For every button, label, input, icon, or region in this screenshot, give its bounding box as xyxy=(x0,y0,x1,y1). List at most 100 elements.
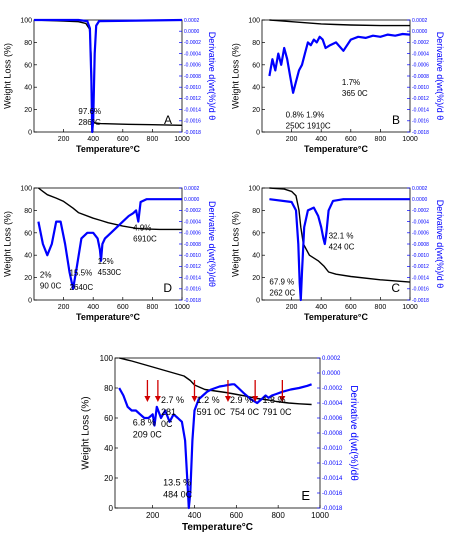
y2-tick-label: -0.0004 xyxy=(184,51,201,57)
y2-tick-label: -0.0014 xyxy=(412,275,429,281)
x-tick-label: 200 xyxy=(58,136,70,143)
y2-tick-label: -0.0010 xyxy=(184,85,201,91)
y2-tick-label: -0.0006 xyxy=(412,231,429,237)
panel-e: 200 400 600 800 1000 0 20 40 60 80 100 0.0002 0.0000… xyxy=(81,354,360,533)
x-tick-label: 800 xyxy=(375,136,387,143)
y2-tick-label: -0.0016 xyxy=(184,119,201,125)
y2-tick-label: 0.0000 xyxy=(412,197,428,203)
panel-letter: D xyxy=(163,281,172,295)
peak-arrow-head xyxy=(279,396,286,402)
y2-tick-label: -0.0006 xyxy=(184,63,201,69)
y-tick-label: 0 xyxy=(28,297,32,304)
y2-axis-label: Derivative d(wt(%)/dθ xyxy=(348,385,359,481)
annotation-line: 286°C xyxy=(78,118,101,127)
x-axis-label: Temperature°C xyxy=(76,312,140,322)
annotation-line: 90 0C xyxy=(40,282,62,291)
x-axis-label: Temperature°C xyxy=(304,312,368,322)
y-tick-label: 20 xyxy=(104,474,113,483)
peak-annotation: 97.6% 286°C xyxy=(78,107,101,127)
y2-tick-label: -0.0016 xyxy=(412,287,429,293)
x-tick-label: 1000 xyxy=(402,304,418,311)
derivative-curve xyxy=(118,383,312,510)
panel-letter: C xyxy=(391,281,400,295)
peak-annotation: 32.1 % 424 0C xyxy=(329,231,355,251)
y-tick-label: 40 xyxy=(252,85,260,92)
y-tick-label: 0 xyxy=(256,129,260,136)
x-tick-label: 200 xyxy=(146,511,160,520)
annotation-line: 754 0C xyxy=(230,407,260,417)
y2-axis-label: Derivative d(wt(%)/d θ xyxy=(435,32,445,121)
y2-tick-label: -0.0010 xyxy=(322,446,343,452)
y-tick-label: 40 xyxy=(104,444,113,453)
x-tick-label: 800 xyxy=(147,136,159,143)
y-tick-label: 20 xyxy=(24,275,32,282)
y2-tick-label: 0.0002 xyxy=(412,18,428,24)
peak-annotation: 4.9% 6910C xyxy=(133,224,157,244)
y2-tick-label: -0.0006 xyxy=(184,231,201,237)
panel-letter: A xyxy=(164,113,172,127)
y2-tick-label: -0.0002 xyxy=(412,208,429,214)
peak-arrow-head xyxy=(154,396,161,402)
y2-tick-label: -0.0008 xyxy=(184,242,201,248)
x-tick-label: 400 xyxy=(315,304,327,311)
peak-annotation: 1.7% 365 0C xyxy=(342,78,368,98)
y2-tick-label: 0.0002 xyxy=(412,186,428,192)
x-tick-label: 200 xyxy=(286,304,298,311)
y-axis-label: Weight Loss (%) xyxy=(81,396,92,469)
peak-annotation: 15.5% xyxy=(70,268,93,277)
x-tick-label: 200 xyxy=(286,136,298,143)
x-tick-label: 800 xyxy=(375,304,387,311)
y2-tick-label: 0.0002 xyxy=(322,356,341,362)
y2-tick-label: -0.0012 xyxy=(184,264,201,270)
y2-tick-label: 0.0000 xyxy=(184,29,200,35)
y2-tick-label: -0.0014 xyxy=(322,476,343,482)
y2-tick-label: -0.0008 xyxy=(184,74,201,80)
annotation-line: 1.7% xyxy=(342,78,360,87)
x-tick-label: 400 xyxy=(87,136,99,143)
y2-tick-label: -0.0016 xyxy=(412,119,429,125)
y-tick-label: 100 xyxy=(20,185,32,192)
y-axis-label: Weight Loss (%) xyxy=(2,211,12,277)
x-tick-label: 200 xyxy=(58,304,70,311)
x-tick-label: 600 xyxy=(230,511,244,520)
y2-tick-label: -0.0010 xyxy=(184,253,201,259)
peak-annotation: 2640C xyxy=(70,283,94,292)
y-tick-label: 80 xyxy=(24,208,32,215)
y-tick-label: 60 xyxy=(104,414,113,423)
y2-axis-label: Derivative d(wt(%)/d θ xyxy=(207,32,217,121)
x-tick-label: 600 xyxy=(117,136,129,143)
panel-c: 200 400 600 800 1000 0 20 40 60 80 100 0.0002 0.0000… xyxy=(230,185,445,322)
annotation-line: 281 xyxy=(161,407,176,417)
y2-tick-label: -0.0014 xyxy=(184,107,201,113)
y2-tick-label: 0.0002 xyxy=(184,186,200,192)
y2-tick-label: -0.0014 xyxy=(184,275,201,281)
peak-annotation: 13.5 % 484 0C xyxy=(163,478,193,500)
y2-tick-label: -0.0010 xyxy=(412,253,429,259)
y-tick-label: 80 xyxy=(252,40,260,47)
annotation-line: 424 0C xyxy=(329,242,355,251)
y2-tick-label: -0.0006 xyxy=(322,416,343,422)
y-tick-label: 20 xyxy=(24,107,32,114)
y2-tick-label: -0.0014 xyxy=(412,107,429,113)
y2-tick-label: 0.0002 xyxy=(184,18,200,24)
derivative-curve xyxy=(37,198,182,290)
y2-tick-label: -0.0010 xyxy=(412,85,429,91)
annotation-line: 484 0C xyxy=(163,490,193,500)
x-tick-label: 1000 xyxy=(174,304,190,311)
weight-curve xyxy=(37,187,182,231)
annotation-line: 209 0C xyxy=(133,430,163,440)
y-tick-label: 100 xyxy=(248,185,260,192)
peak-annotation: 2.7 % 281 0C xyxy=(161,395,184,429)
x-tick-label: 600 xyxy=(117,304,129,311)
y-tick-label: 20 xyxy=(252,107,260,114)
y2-tick-label: -0.0012 xyxy=(184,96,201,102)
annotation-line: 97.6% xyxy=(78,107,101,116)
annotation-line: 15.5% xyxy=(70,268,93,277)
panel-b: 200 400 600 800 1000 0 20 40 60 80 100 0.0002 0.0000… xyxy=(230,17,445,154)
y2-tick-label: -0.0006 xyxy=(412,63,429,69)
y-tick-label: 40 xyxy=(252,253,260,260)
y2-axis-label: Derivative d(wt(%)/dθ xyxy=(207,201,217,287)
y2-tick-label: -0.0018 xyxy=(412,130,429,136)
y2-tick-label: -0.0012 xyxy=(412,264,429,270)
